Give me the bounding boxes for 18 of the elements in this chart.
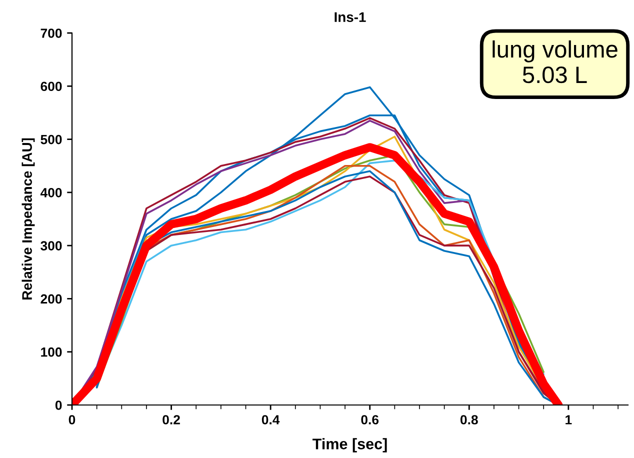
chart-title: Ins-1 [334, 12, 366, 22]
x-tick-label: 0.4 [262, 415, 280, 424]
y-tick-label: 200 [40, 294, 62, 304]
y-tick-label: 500 [40, 134, 62, 144]
x-tick-label: 0.2 [162, 415, 180, 424]
x-tick-label: 0 [68, 415, 76, 424]
x-tick-label: 0.6 [361, 415, 379, 424]
y-tick-label: 0 [55, 400, 62, 410]
y-tick-label: 600 [40, 82, 62, 92]
y-tick-label: 100 [41, 347, 62, 357]
y-tick-label: 400 [40, 188, 62, 198]
y-axis-title: Relative Impedance [AU] [22, 138, 35, 300]
annotation: lung volume 5.03 L [492, 40, 618, 84]
y-tick-label: 700 [40, 28, 62, 38]
x-axis-title: Time [sec] [312, 438, 387, 452]
y-tick-label: 300 [40, 241, 62, 250]
x-tick-label: 0.8 [460, 415, 478, 424]
x-tick-label: 1 [566, 415, 572, 424]
